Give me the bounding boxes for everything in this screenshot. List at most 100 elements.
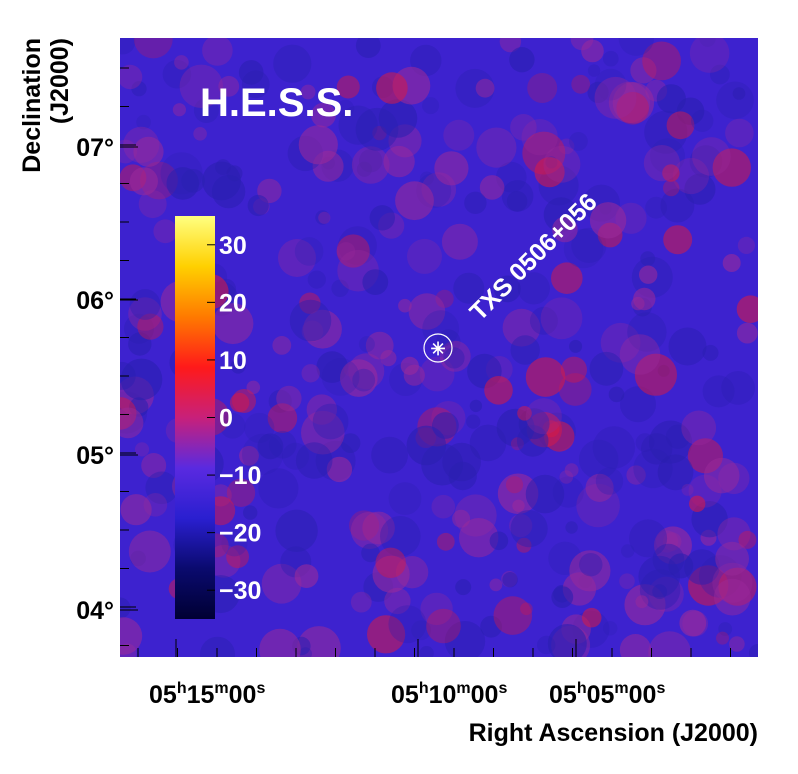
map-fluctuation	[229, 392, 250, 413]
map-fluctuation	[226, 545, 250, 569]
map-fluctuation	[510, 335, 540, 365]
map-fluctuation	[435, 289, 454, 308]
map-fluctuation	[241, 70, 270, 99]
map-fluctuation	[630, 57, 657, 84]
map-fluctuation	[442, 442, 481, 482]
map-fluctuation	[576, 483, 620, 528]
map-fluctuation	[527, 73, 558, 103]
map-fluctuation	[560, 356, 588, 383]
map-fluctuation	[595, 467, 624, 495]
map-fluctuation	[131, 81, 147, 97]
map-fluctuation	[512, 499, 525, 512]
map-fluctuation	[564, 463, 579, 477]
map-fluctuation	[543, 145, 581, 183]
map-fluctuation	[479, 175, 505, 200]
map-fluctuation	[510, 114, 537, 141]
map-fluctuation	[129, 167, 158, 196]
map-fluctuation	[443, 119, 475, 151]
map-fluctuation	[587, 64, 601, 77]
map-fluctuation	[501, 180, 534, 212]
map-fluctuation	[635, 595, 649, 609]
map-fluctuation	[436, 329, 461, 354]
map-fluctuation	[652, 584, 668, 600]
map-fluctuation	[434, 151, 469, 186]
map-fluctuation	[272, 336, 292, 355]
map-fluctuation	[359, 149, 383, 173]
map-fluctuation	[459, 518, 499, 558]
map-fluctuation	[388, 605, 427, 644]
y-tick-label: 04°	[76, 597, 114, 625]
map-fluctuation	[493, 275, 521, 303]
map-fluctuation	[316, 351, 349, 383]
map-fluctuation	[259, 628, 301, 657]
map-fluctuation	[648, 420, 693, 464]
map-fluctuation	[569, 132, 588, 151]
map-fluctuation	[276, 385, 302, 412]
map-fluctuation	[275, 509, 318, 552]
map-fluctuation	[362, 269, 389, 295]
map-fluctuation	[729, 636, 745, 652]
x-tick-label: 05h15m00s	[149, 680, 265, 709]
map-fluctuation	[565, 521, 578, 534]
y-axis-title-line2: (J2000)	[46, 38, 74, 124]
map-fluctuation	[641, 433, 673, 465]
map-fluctuation	[174, 55, 189, 70]
map-fluctuation	[336, 75, 360, 99]
map-fluctuation	[444, 621, 486, 657]
map-fluctuation	[439, 340, 471, 372]
map-fluctuation	[380, 350, 397, 367]
map-fluctuation	[294, 564, 319, 588]
map-fluctuation	[650, 138, 685, 174]
map-fluctuation	[232, 389, 256, 413]
map-fluctuation	[657, 454, 694, 491]
significance-map	[120, 38, 758, 657]
source-circle	[423, 333, 453, 363]
map-fluctuation	[336, 99, 355, 118]
map-fluctuation	[608, 386, 625, 403]
map-fluctuation	[571, 227, 607, 263]
map-fluctuation	[134, 442, 150, 457]
map-fluctuation	[128, 297, 162, 331]
map-fluctuation	[640, 251, 656, 267]
colorbar-tick-label: 30	[219, 232, 247, 260]
map-fluctuation	[662, 164, 680, 182]
map-fluctuation	[619, 334, 661, 375]
map-fluctuation	[247, 194, 269, 217]
map-fluctuation	[559, 470, 574, 484]
map-fluctuation	[278, 239, 316, 277]
map-fluctuation	[432, 412, 459, 439]
map-fluctuation	[737, 236, 756, 254]
map-fluctuation	[509, 514, 533, 538]
map-fluctuation	[638, 555, 680, 598]
x-axis-title: Right Ascension (J2000)	[469, 719, 758, 747]
map-fluctuation	[466, 414, 481, 429]
map-fluctuation	[702, 344, 719, 361]
map-fluctuation	[732, 87, 746, 100]
map-fluctuation	[143, 493, 168, 517]
map-fluctuation	[725, 118, 754, 148]
map-fluctuation	[722, 254, 741, 272]
map-fluctuation	[552, 216, 578, 243]
map-fluctuation	[326, 456, 353, 483]
map-fluctuation	[679, 609, 707, 637]
map-fluctuation	[713, 578, 751, 616]
map-fluctuation	[689, 38, 730, 73]
y-tick-label: 07°	[76, 134, 114, 162]
map-fluctuation	[244, 412, 275, 444]
map-fluctuation	[349, 510, 380, 541]
map-fluctuation	[469, 399, 483, 413]
map-fluctuation	[261, 563, 302, 604]
map-fluctuation	[400, 356, 419, 375]
map-fluctuation	[351, 146, 390, 184]
map-fluctuation	[702, 375, 735, 408]
map-fluctuation	[464, 191, 487, 214]
map-fluctuation	[616, 92, 649, 125]
x-tick-label: 05h05m00s	[549, 680, 665, 709]
map-fluctuation	[558, 138, 575, 155]
map-fluctuation	[336, 242, 356, 261]
map-fluctuation	[138, 190, 167, 219]
map-fluctuation	[717, 517, 751, 551]
map-fluctuation	[639, 569, 681, 610]
map-fluctuation	[509, 47, 535, 73]
map-fluctuation	[748, 644, 758, 657]
